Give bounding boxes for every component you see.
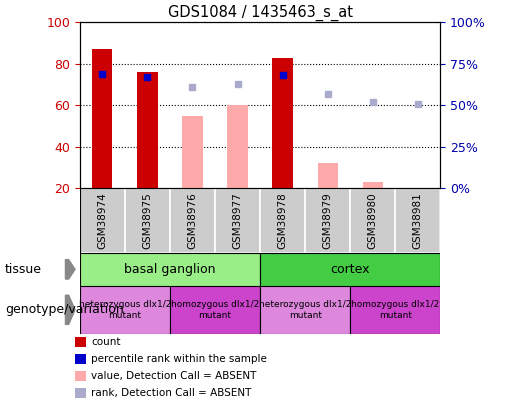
Text: heterozygous dlx1/2
mutant: heterozygous dlx1/2 mutant: [79, 300, 171, 320]
Text: value, Detection Call = ABSENT: value, Detection Call = ABSENT: [91, 371, 256, 381]
Bar: [260, 188, 305, 253]
Bar: [228, 105, 248, 188]
Bar: [260, 286, 350, 334]
Bar: [92, 49, 112, 188]
Text: GSM38975: GSM38975: [143, 192, 152, 249]
Bar: [125, 188, 170, 253]
Bar: [272, 58, 293, 188]
Text: tissue: tissue: [5, 263, 42, 276]
Text: percentile rank within the sample: percentile rank within the sample: [91, 354, 267, 364]
Bar: [396, 188, 440, 253]
Bar: [182, 116, 202, 188]
Bar: [75, 337, 85, 347]
Text: homozygous dlx1/2
mutant: homozygous dlx1/2 mutant: [351, 300, 439, 320]
Bar: [80, 188, 125, 253]
Text: heterozygous dlx1/2
mutant: heterozygous dlx1/2 mutant: [259, 300, 351, 320]
Text: GSM38977: GSM38977: [233, 192, 243, 249]
Text: GSM38981: GSM38981: [413, 192, 423, 249]
Text: GSM38979: GSM38979: [323, 192, 333, 249]
Text: homozygous dlx1/2
mutant: homozygous dlx1/2 mutant: [171, 300, 259, 320]
Text: GSM38978: GSM38978: [278, 192, 287, 249]
FancyArrow shape: [65, 295, 75, 324]
Bar: [80, 253, 260, 286]
Text: GSM38976: GSM38976: [187, 192, 197, 249]
Bar: [80, 286, 170, 334]
Text: cortex: cortex: [331, 263, 370, 276]
Bar: [75, 388, 85, 398]
Bar: [75, 371, 85, 381]
Bar: [75, 354, 85, 364]
Bar: [305, 188, 350, 253]
Bar: [170, 286, 260, 334]
Bar: [170, 188, 215, 253]
Text: genotype/variation: genotype/variation: [5, 303, 124, 316]
Text: basal ganglion: basal ganglion: [124, 263, 216, 276]
Bar: [363, 182, 383, 188]
Title: GDS1084 / 1435463_s_at: GDS1084 / 1435463_s_at: [167, 5, 353, 21]
Text: rank, Detection Call = ABSENT: rank, Detection Call = ABSENT: [91, 388, 251, 398]
Text: GSM38974: GSM38974: [97, 192, 107, 249]
Bar: [215, 188, 260, 253]
Text: count: count: [91, 337, 121, 347]
Bar: [350, 286, 440, 334]
FancyArrow shape: [65, 260, 75, 279]
Text: GSM38980: GSM38980: [368, 192, 377, 249]
Bar: [260, 253, 440, 286]
Bar: [138, 72, 158, 188]
Bar: [350, 188, 396, 253]
Bar: [318, 164, 338, 188]
